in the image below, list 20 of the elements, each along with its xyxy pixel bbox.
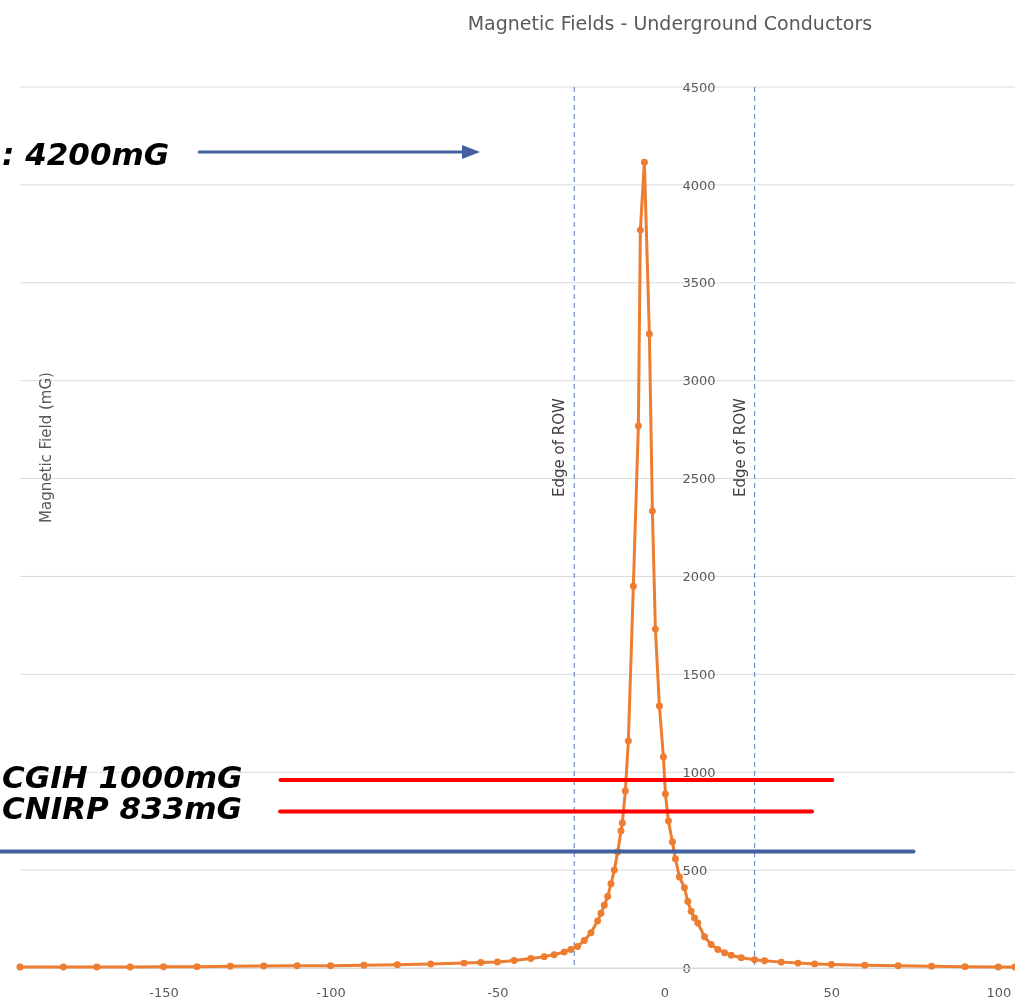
x-tick-label: 100 — [986, 985, 1012, 1000]
y-axis-title: Magnetic Field (mG) — [37, 372, 55, 523]
y-tick-label: 3000 — [682, 373, 716, 389]
y-tick-label: 1000 — [682, 764, 716, 780]
x-tick-label: 50 — [823, 985, 841, 1000]
y-tick-label: 1500 — [682, 666, 716, 682]
ref-line-label: Edge of ROW — [550, 397, 569, 497]
y-tick-label: 3500 — [682, 275, 716, 291]
y-tick-label: 4500 — [682, 79, 716, 95]
y-tick-label: 2000 — [682, 569, 716, 585]
chart-title: Magnetic Fields - Underground Conductors — [467, 12, 873, 34]
x-tick-label: -100 — [316, 985, 346, 1000]
x-tick-label: -150 — [149, 985, 179, 1000]
y-tick-label: 2500 — [682, 471, 716, 487]
x-tick-label: -50 — [487, 985, 509, 1000]
y-tick-label: 4000 — [682, 177, 716, 193]
y-tick-label: 500 — [682, 862, 708, 878]
x-tick-label: 0 — [660, 985, 670, 1000]
annotation: : 4200mG — [2, 136, 170, 172]
ref-line-label: Edge of ROW — [730, 397, 749, 497]
